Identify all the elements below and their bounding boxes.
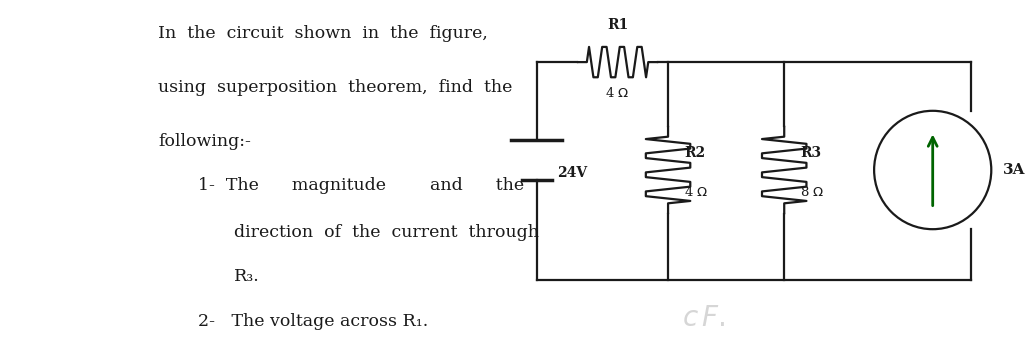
Text: using  superposition  theorem,  find  the: using superposition theorem, find the xyxy=(158,79,512,96)
Text: direction  of  the  current  through: direction of the current through xyxy=(234,224,539,241)
Text: 4 $\Omega$: 4 $\Omega$ xyxy=(684,185,709,199)
Text: 24V: 24V xyxy=(557,166,588,181)
Text: R3: R3 xyxy=(801,146,821,160)
Text: 1-  The      magnitude        and      the: 1- The magnitude and the xyxy=(199,177,525,194)
Text: 2-   The voltage across R₁.: 2- The voltage across R₁. xyxy=(199,313,429,330)
Text: R₃.: R₃. xyxy=(234,268,259,285)
Text: R2: R2 xyxy=(684,146,705,160)
Text: 4 $\Omega$: 4 $\Omega$ xyxy=(605,86,630,100)
Text: following:-: following:- xyxy=(158,133,251,150)
Text: 8 $\Omega$: 8 $\Omega$ xyxy=(801,185,824,199)
Text: $c\,F.$: $c\,F.$ xyxy=(681,305,725,332)
Text: In  the  circuit  shown  in  the  figure,: In the circuit shown in the figure, xyxy=(158,25,488,42)
Text: 3A: 3A xyxy=(1003,163,1026,177)
Text: R1: R1 xyxy=(607,18,628,32)
